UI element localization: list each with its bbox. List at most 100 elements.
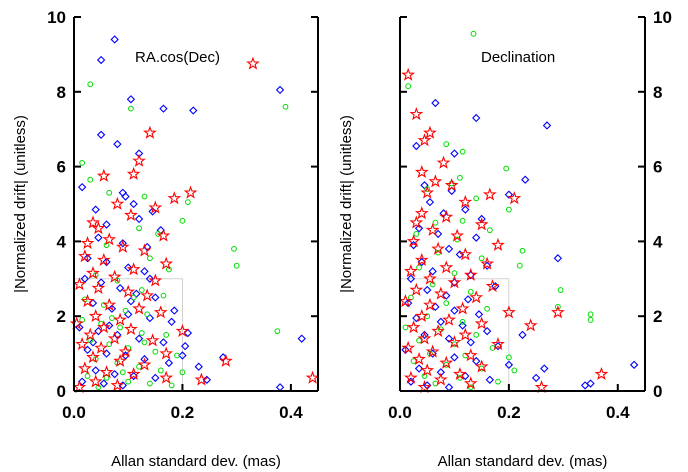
data-point-diamond (194, 362, 203, 371)
data-point-circle (87, 176, 94, 183)
data-point-circle (416, 264, 422, 271)
data-point-star (121, 284, 136, 298)
data-point-circle (484, 305, 491, 312)
data-point-star (137, 357, 152, 371)
data-point-star (153, 305, 168, 319)
data-point-star (423, 297, 437, 311)
data-point-star (491, 237, 505, 251)
data-point-star (143, 125, 157, 139)
data-point-diamond (102, 220, 111, 229)
data-point-circle (432, 219, 439, 226)
data-point-star (96, 320, 111, 334)
data-point-circle (402, 324, 409, 331)
data-point-star (91, 280, 106, 294)
data-point-circle (136, 225, 142, 232)
x-axis-title: Allan standard dev. (mas) (438, 453, 608, 470)
data-point-diamond (472, 233, 481, 242)
data-point-star (115, 239, 130, 253)
data-point-star (485, 279, 500, 293)
data-point-star (442, 312, 456, 326)
data-point-star (409, 215, 424, 229)
data-point-star (75, 337, 89, 351)
data-point-diamond (450, 149, 459, 158)
data-point-circle (147, 380, 153, 387)
data-point-star (523, 318, 538, 332)
data-point-diamond (124, 310, 133, 319)
data-point-star (218, 353, 233, 367)
data-point-diamond (126, 95, 136, 104)
data-point-circle (233, 262, 240, 269)
data-point-star (80, 236, 95, 250)
data-point-star (113, 353, 127, 367)
data-point-star (91, 221, 106, 235)
data-point-star (414, 206, 429, 220)
data-point-diamond (105, 321, 114, 330)
data-point-diamond (110, 35, 119, 44)
data-point-diamond (423, 285, 432, 295)
data-point-diamond (521, 175, 530, 184)
panel-title: Declination (481, 49, 555, 66)
data-point-star (148, 273, 163, 287)
data-point-star (431, 323, 445, 337)
data-point-star (439, 355, 454, 369)
data-point-diamond (115, 283, 125, 293)
data-point-star (425, 344, 440, 358)
data-point-circle (184, 199, 191, 206)
data-point-diamond (458, 321, 467, 330)
data-point-circle (467, 288, 474, 295)
data-point-diamond (504, 360, 514, 369)
data-point-circle (138, 287, 145, 293)
y-axis-title: |Normalized drift| (unitless) (12, 115, 29, 293)
data-point-diamond (126, 297, 136, 306)
data-point-circle (505, 354, 512, 361)
data-point-circle (144, 311, 151, 318)
data-point-star (145, 333, 160, 347)
data-point-circle (103, 375, 110, 381)
panel-ra: 0 2 4 6 8 10 0.0 0.2 0.4 Allan standard dev. (mas… (12, 8, 320, 470)
data-point-diamond (134, 214, 144, 224)
data-point-diamond (178, 351, 187, 360)
data-point-star (83, 327, 98, 341)
data-point-diamond (412, 141, 421, 151)
data-point-diamond (518, 330, 527, 340)
data-point-star (458, 247, 473, 261)
data-point-diamond (110, 369, 119, 379)
data-point-circle (141, 339, 148, 346)
data-point-star (428, 174, 443, 188)
data-point-diamond (414, 364, 424, 373)
data-point-circle (138, 330, 145, 336)
x-tick-label: 0.2 (497, 403, 521, 422)
data-point-diamond (455, 250, 465, 259)
data-point-star (404, 370, 418, 384)
data-point-diamond (129, 199, 138, 209)
data-point-circle (519, 247, 526, 254)
data-point-star (414, 308, 429, 323)
data-point-star (194, 372, 209, 386)
data-point-star (88, 308, 103, 323)
data-point-diamond (140, 355, 149, 364)
data-point-star (107, 331, 122, 345)
data-point-star (463, 348, 478, 362)
data-point-star (102, 232, 117, 246)
data-point-diamond (134, 334, 144, 343)
data-point-circle (473, 195, 480, 202)
data-point-circle (168, 382, 175, 389)
data-point-circle (459, 318, 466, 325)
data-point-star (118, 344, 133, 358)
data-point-circle (486, 227, 493, 234)
data-point-diamond (420, 330, 429, 340)
points-layer (398, 30, 639, 394)
data-point-star (420, 363, 435, 377)
y-tick-label: 6 (653, 158, 662, 177)
data-point-diamond (202, 375, 212, 384)
data-point-star (246, 56, 260, 70)
data-point-diamond (96, 55, 106, 65)
data-point-circle (443, 300, 450, 307)
y-tick-label: 0 (653, 382, 662, 401)
data-point-diamond (428, 267, 437, 276)
data-point-circle (516, 262, 523, 269)
data-point-diamond (482, 326, 492, 336)
data-point-circle (451, 270, 458, 277)
data-point-star (110, 378, 125, 392)
y-tick-label: 2 (57, 307, 66, 326)
